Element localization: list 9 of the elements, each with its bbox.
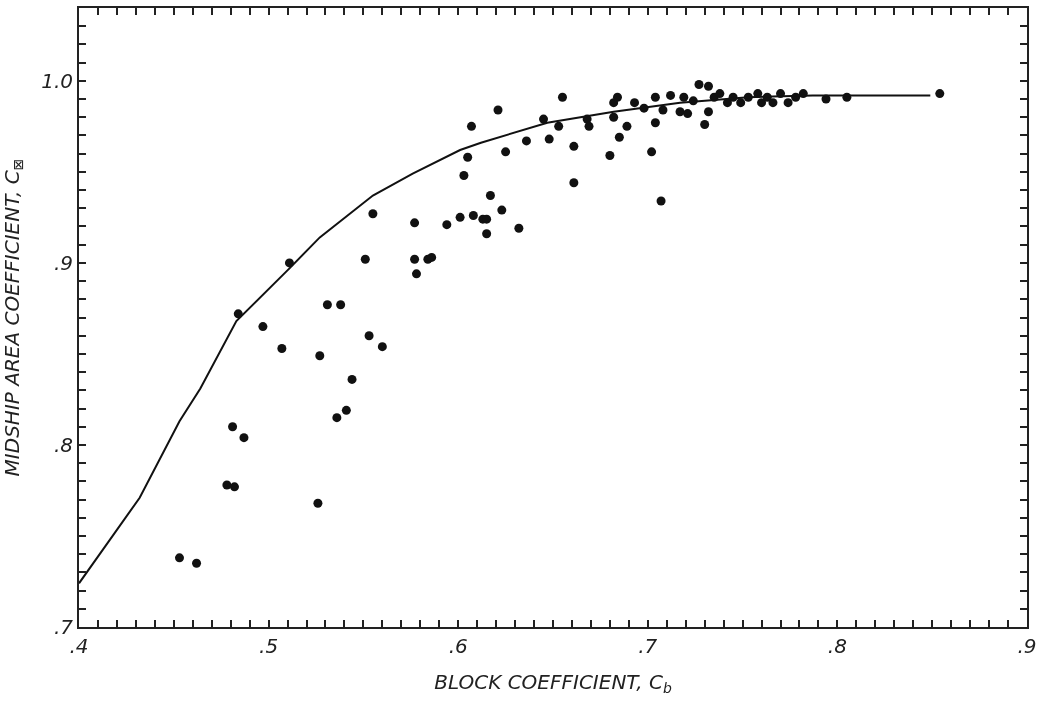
y-tick-label: .8 — [53, 432, 73, 457]
y-tick-label: .9 — [53, 250, 73, 275]
x-tick-label: .9 — [1017, 634, 1037, 658]
x-tick-label: .5 — [259, 634, 279, 658]
y-tick-label: 1.0 — [41, 68, 73, 93]
x-tick-label: .6 — [448, 634, 468, 658]
x-tick-label: .8 — [827, 634, 847, 658]
x-axis-title: BLOCK COEFFICIENT, C$_{b}$ — [434, 670, 672, 697]
x-tick-label: .7 — [638, 634, 658, 658]
